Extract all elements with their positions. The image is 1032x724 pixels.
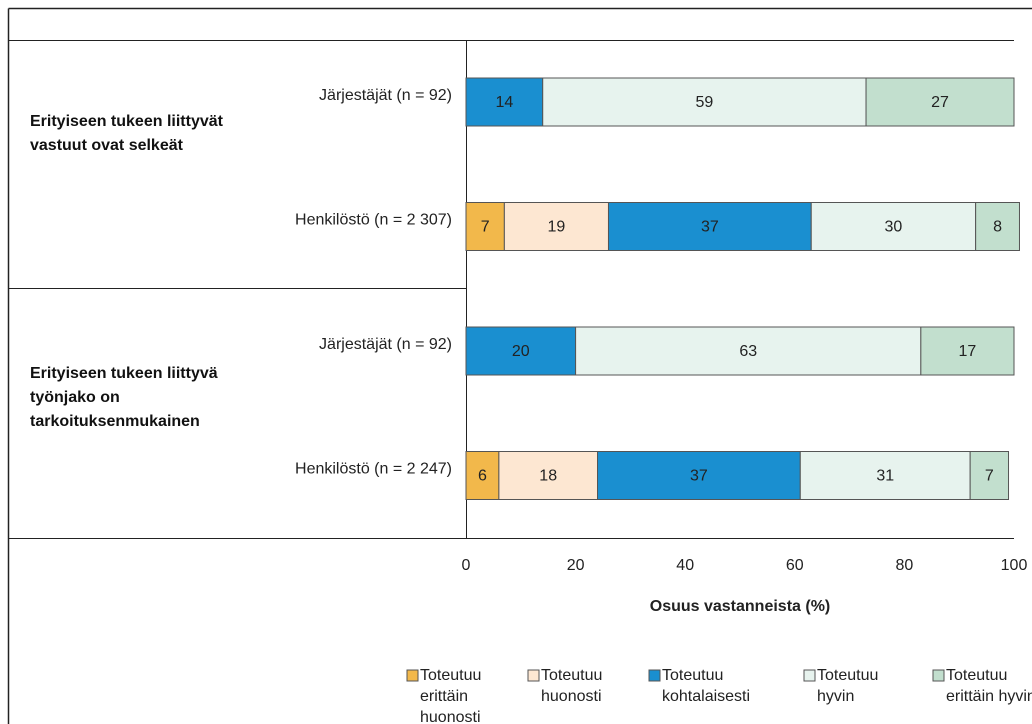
data-label: 31 bbox=[876, 468, 894, 485]
data-label: 19 bbox=[548, 219, 566, 236]
x-tick-label: 100 bbox=[1001, 557, 1028, 574]
legend-swatch bbox=[932, 669, 945, 682]
bar-segment bbox=[465, 202, 505, 251]
y-tick-label: Henkilöstö (n = 2 307) bbox=[295, 212, 452, 229]
data-label: 7 bbox=[985, 468, 994, 485]
group-label: Erityiseen tukeen liittyvät vastuut ovat… bbox=[30, 113, 223, 154]
data-label: 17 bbox=[959, 343, 977, 360]
x-tick-label: 40 bbox=[676, 557, 694, 574]
bar-segment bbox=[575, 326, 922, 376]
data-label: 63 bbox=[739, 343, 757, 360]
legend-swatch bbox=[406, 669, 419, 682]
data-label: 18 bbox=[539, 468, 557, 485]
x-axis-label: Osuus vastanneista (%) bbox=[650, 598, 831, 615]
data-label: 8 bbox=[993, 219, 1002, 236]
y-tick-label: Henkilöstö (n = 2 247) bbox=[295, 461, 452, 478]
data-label: 27 bbox=[931, 94, 949, 111]
bar-segment bbox=[975, 202, 1020, 251]
bar-segment bbox=[465, 451, 500, 500]
group-label: Erityiseen tukeen liittyvä työnjako on t… bbox=[30, 365, 218, 430]
bar-segment bbox=[969, 451, 1010, 500]
bar-segment bbox=[799, 451, 971, 500]
x-tick-label: 80 bbox=[896, 557, 914, 574]
legend-label: Toteutuu erittäin huonosti bbox=[420, 667, 482, 724]
y-tick-label: Järjestäjät (n = 92) bbox=[319, 336, 452, 353]
bar-segment bbox=[498, 451, 599, 500]
legend-swatch bbox=[648, 669, 661, 682]
legend-label: Toteutuu hyvin bbox=[817, 667, 879, 705]
legend-label: Toteutuu erittäin hyvin bbox=[946, 667, 1032, 705]
x-tick-label: 20 bbox=[567, 557, 585, 574]
data-label: 30 bbox=[885, 219, 903, 236]
data-label: 7 bbox=[481, 219, 490, 236]
bar-segment bbox=[920, 326, 1015, 376]
data-label: 6 bbox=[478, 468, 487, 485]
bar-segment bbox=[607, 202, 812, 251]
x-tick-label: 60 bbox=[786, 557, 804, 574]
legend-swatch bbox=[803, 669, 816, 682]
data-label: 14 bbox=[495, 94, 513, 111]
data-label: 20 bbox=[512, 343, 530, 360]
x-tick-label: 0 bbox=[462, 557, 471, 574]
legend-swatch bbox=[527, 669, 540, 682]
legend-label: Toteutuu huonosti bbox=[541, 667, 603, 705]
data-label: 59 bbox=[695, 94, 713, 111]
bar-segment bbox=[810, 202, 977, 251]
bar-segment bbox=[865, 77, 1015, 127]
data-label: 37 bbox=[690, 468, 708, 485]
legend-label: Toteutuu kohtalaisesti bbox=[662, 667, 751, 705]
data-label: 37 bbox=[701, 219, 719, 236]
y-tick-label: Järjestäjät (n = 92) bbox=[319, 87, 452, 104]
bar-segment bbox=[542, 77, 867, 127]
